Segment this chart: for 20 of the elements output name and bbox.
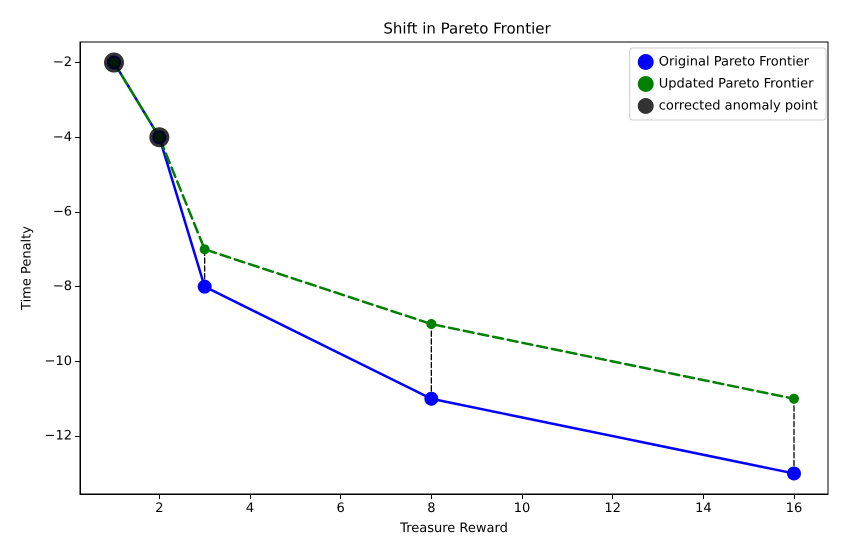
legend-label: corrected anomaly point [658, 98, 818, 114]
x-tick-label: 6 [336, 501, 345, 516]
legend-label: Updated Pareto Frontier [658, 76, 814, 92]
legend-label: Original Pareto Frontier [658, 54, 810, 70]
y-axis-title: Time Penalty [20, 226, 35, 311]
x-tick-label: 12 [604, 501, 621, 516]
x-tick-label: 10 [514, 501, 530, 516]
y-tick-label: −6 [52, 204, 72, 220]
y-tick-label: −12 [44, 428, 72, 444]
chart-title: Shift in Pareto Frontier [383, 20, 552, 38]
y-tick-label: −4 [52, 130, 72, 145]
x-tick-label: 2 [155, 501, 164, 516]
x-tick-label: 4 [246, 501, 254, 516]
x-tick-label: 16 [786, 501, 802, 516]
x-tick-label: 8 [427, 501, 436, 516]
x-axis-title: Treasure Reward [399, 521, 508, 536]
y-tick-label: −10 [44, 354, 72, 369]
y-tick-label: −2 [52, 55, 72, 70]
y-tick-label: −8 [52, 279, 72, 294]
x-tick-label: 14 [695, 501, 712, 516]
